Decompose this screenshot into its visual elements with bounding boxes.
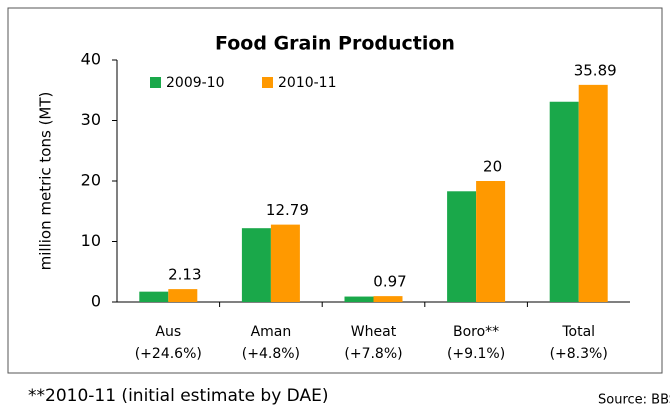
x-tick-label: (+9.1%) [447,346,505,362]
x-tick-label: Total [561,324,595,340]
x-tick-label: (+7.8%) [344,346,402,362]
bar [168,289,198,302]
value-label: 12.79 [266,201,309,219]
bar [578,84,608,302]
bar [476,181,506,302]
x-tick-label: Wheat [351,324,397,340]
y-tick-label: 0 [91,292,101,311]
bar [139,291,169,302]
legend-swatch [150,77,161,88]
x-tick-label: (+8.3%) [550,346,608,362]
bar [241,228,271,302]
x-tick-label: (+4.8%) [242,346,300,362]
y-tick-label: 10 [81,231,101,250]
value-label: 0.97 [373,273,406,291]
source: Source: BBS [598,393,670,408]
chart-title: Food Grain Production [215,33,455,55]
bar [447,191,477,302]
legend-label: 2010-11 [278,75,337,91]
legend-label: 2009-10 [166,75,225,91]
x-tick-label: Aman [251,324,292,340]
bar [270,224,300,302]
legend-swatch [262,77,273,88]
y-tick-label: 30 [81,110,101,129]
value-label: 20 [483,158,502,176]
y-tick-label: 20 [81,171,101,190]
y-axis-label: million metric tons (MT) [37,92,55,271]
footnote: **2010-11 (initial estimate by DAE) [28,386,328,406]
x-tick-label: Boro** [453,324,499,340]
value-label: 35.89 [574,61,617,79]
value-label: 2.13 [168,266,201,284]
bar [373,296,403,302]
y-tick-label: 40 [81,50,101,69]
bar [549,101,579,303]
x-tick-label: Aus [155,324,181,340]
x-tick-label: (+24.6%) [135,346,202,362]
bar [344,296,374,302]
